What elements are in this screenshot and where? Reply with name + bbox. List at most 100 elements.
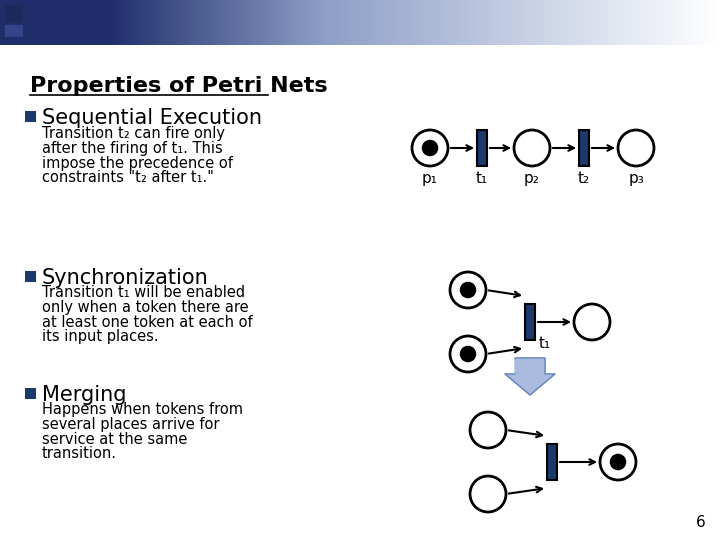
Bar	[193, 0, 194, 45]
Circle shape	[600, 444, 636, 480]
Bar	[94, 0, 95, 45]
Bar	[259, 0, 260, 45]
Bar	[523, 0, 524, 45]
Bar	[125, 0, 126, 45]
Bar	[213, 0, 214, 45]
Bar	[644, 0, 645, 45]
Bar	[377, 0, 378, 45]
Bar	[414, 0, 415, 45]
Bar	[110, 0, 111, 45]
Bar	[160, 0, 161, 45]
Bar	[417, 0, 418, 45]
Bar	[366, 0, 367, 45]
Bar	[184, 0, 185, 45]
Bar	[136, 0, 137, 45]
Bar	[540, 0, 541, 45]
Bar	[508, 0, 509, 45]
Bar	[709, 0, 710, 45]
Bar	[719, 0, 720, 45]
Bar	[360, 0, 361, 45]
Bar	[596, 0, 597, 45]
Bar	[71, 0, 72, 45]
Bar	[354, 0, 355, 45]
Bar	[685, 0, 686, 45]
Bar	[375, 0, 376, 45]
Text: Happens when tokens from: Happens when tokens from	[42, 402, 243, 417]
Bar	[693, 0, 694, 45]
Bar	[513, 0, 514, 45]
Bar	[700, 0, 701, 45]
Bar	[12, 0, 13, 45]
Bar	[621, 0, 622, 45]
Bar	[76, 0, 77, 45]
Bar	[25, 111, 36, 122]
Bar	[220, 0, 221, 45]
Bar	[20, 0, 21, 45]
Bar	[14, 0, 15, 45]
Circle shape	[514, 130, 550, 166]
Bar	[532, 0, 533, 45]
Bar	[471, 0, 472, 45]
Bar	[470, 0, 471, 45]
Circle shape	[574, 304, 610, 340]
Bar	[188, 0, 189, 45]
Bar	[548, 0, 549, 45]
Bar	[291, 0, 292, 45]
Bar	[144, 0, 145, 45]
Bar	[304, 0, 305, 45]
Bar	[18, 0, 19, 45]
Bar	[591, 0, 592, 45]
Bar	[119, 0, 120, 45]
Bar	[524, 0, 525, 45]
Bar	[525, 0, 526, 45]
Bar	[205, 0, 206, 45]
Bar	[534, 0, 535, 45]
Bar	[100, 0, 101, 45]
Circle shape	[461, 347, 475, 362]
Bar	[89, 0, 90, 45]
Bar	[664, 0, 665, 45]
Bar	[587, 0, 588, 45]
Bar	[146, 0, 147, 45]
Bar	[698, 0, 699, 45]
Bar	[502, 0, 503, 45]
Bar	[701, 0, 702, 45]
Bar	[525, 304, 535, 340]
Bar	[26, 0, 27, 45]
Bar	[507, 0, 508, 45]
Bar	[66, 0, 67, 45]
Bar	[149, 0, 150, 45]
Text: impose the precedence of: impose the precedence of	[42, 156, 233, 171]
Bar	[161, 0, 162, 45]
Bar	[365, 0, 366, 45]
Bar	[386, 0, 387, 45]
Bar	[547, 444, 557, 480]
Bar	[90, 0, 91, 45]
Bar	[582, 0, 583, 45]
Bar	[433, 0, 434, 45]
Bar	[542, 0, 543, 45]
Bar	[424, 0, 425, 45]
Bar	[306, 0, 307, 45]
Bar	[584, 0, 585, 45]
Bar	[256, 0, 257, 45]
Bar	[134, 0, 135, 45]
Bar	[389, 0, 390, 45]
Bar	[254, 0, 255, 45]
Bar	[416, 0, 417, 45]
Bar	[279, 0, 280, 45]
Bar	[478, 0, 479, 45]
Bar	[654, 0, 655, 45]
Circle shape	[450, 272, 486, 308]
Bar	[454, 0, 455, 45]
Text: p₁: p₁	[422, 171, 438, 186]
Bar	[697, 0, 698, 45]
Bar	[444, 0, 445, 45]
Bar	[234, 0, 235, 45]
Bar	[657, 0, 658, 45]
Bar	[573, 0, 574, 45]
Bar	[561, 0, 562, 45]
Bar	[175, 0, 176, 45]
Bar	[498, 0, 499, 45]
Bar	[680, 0, 681, 45]
